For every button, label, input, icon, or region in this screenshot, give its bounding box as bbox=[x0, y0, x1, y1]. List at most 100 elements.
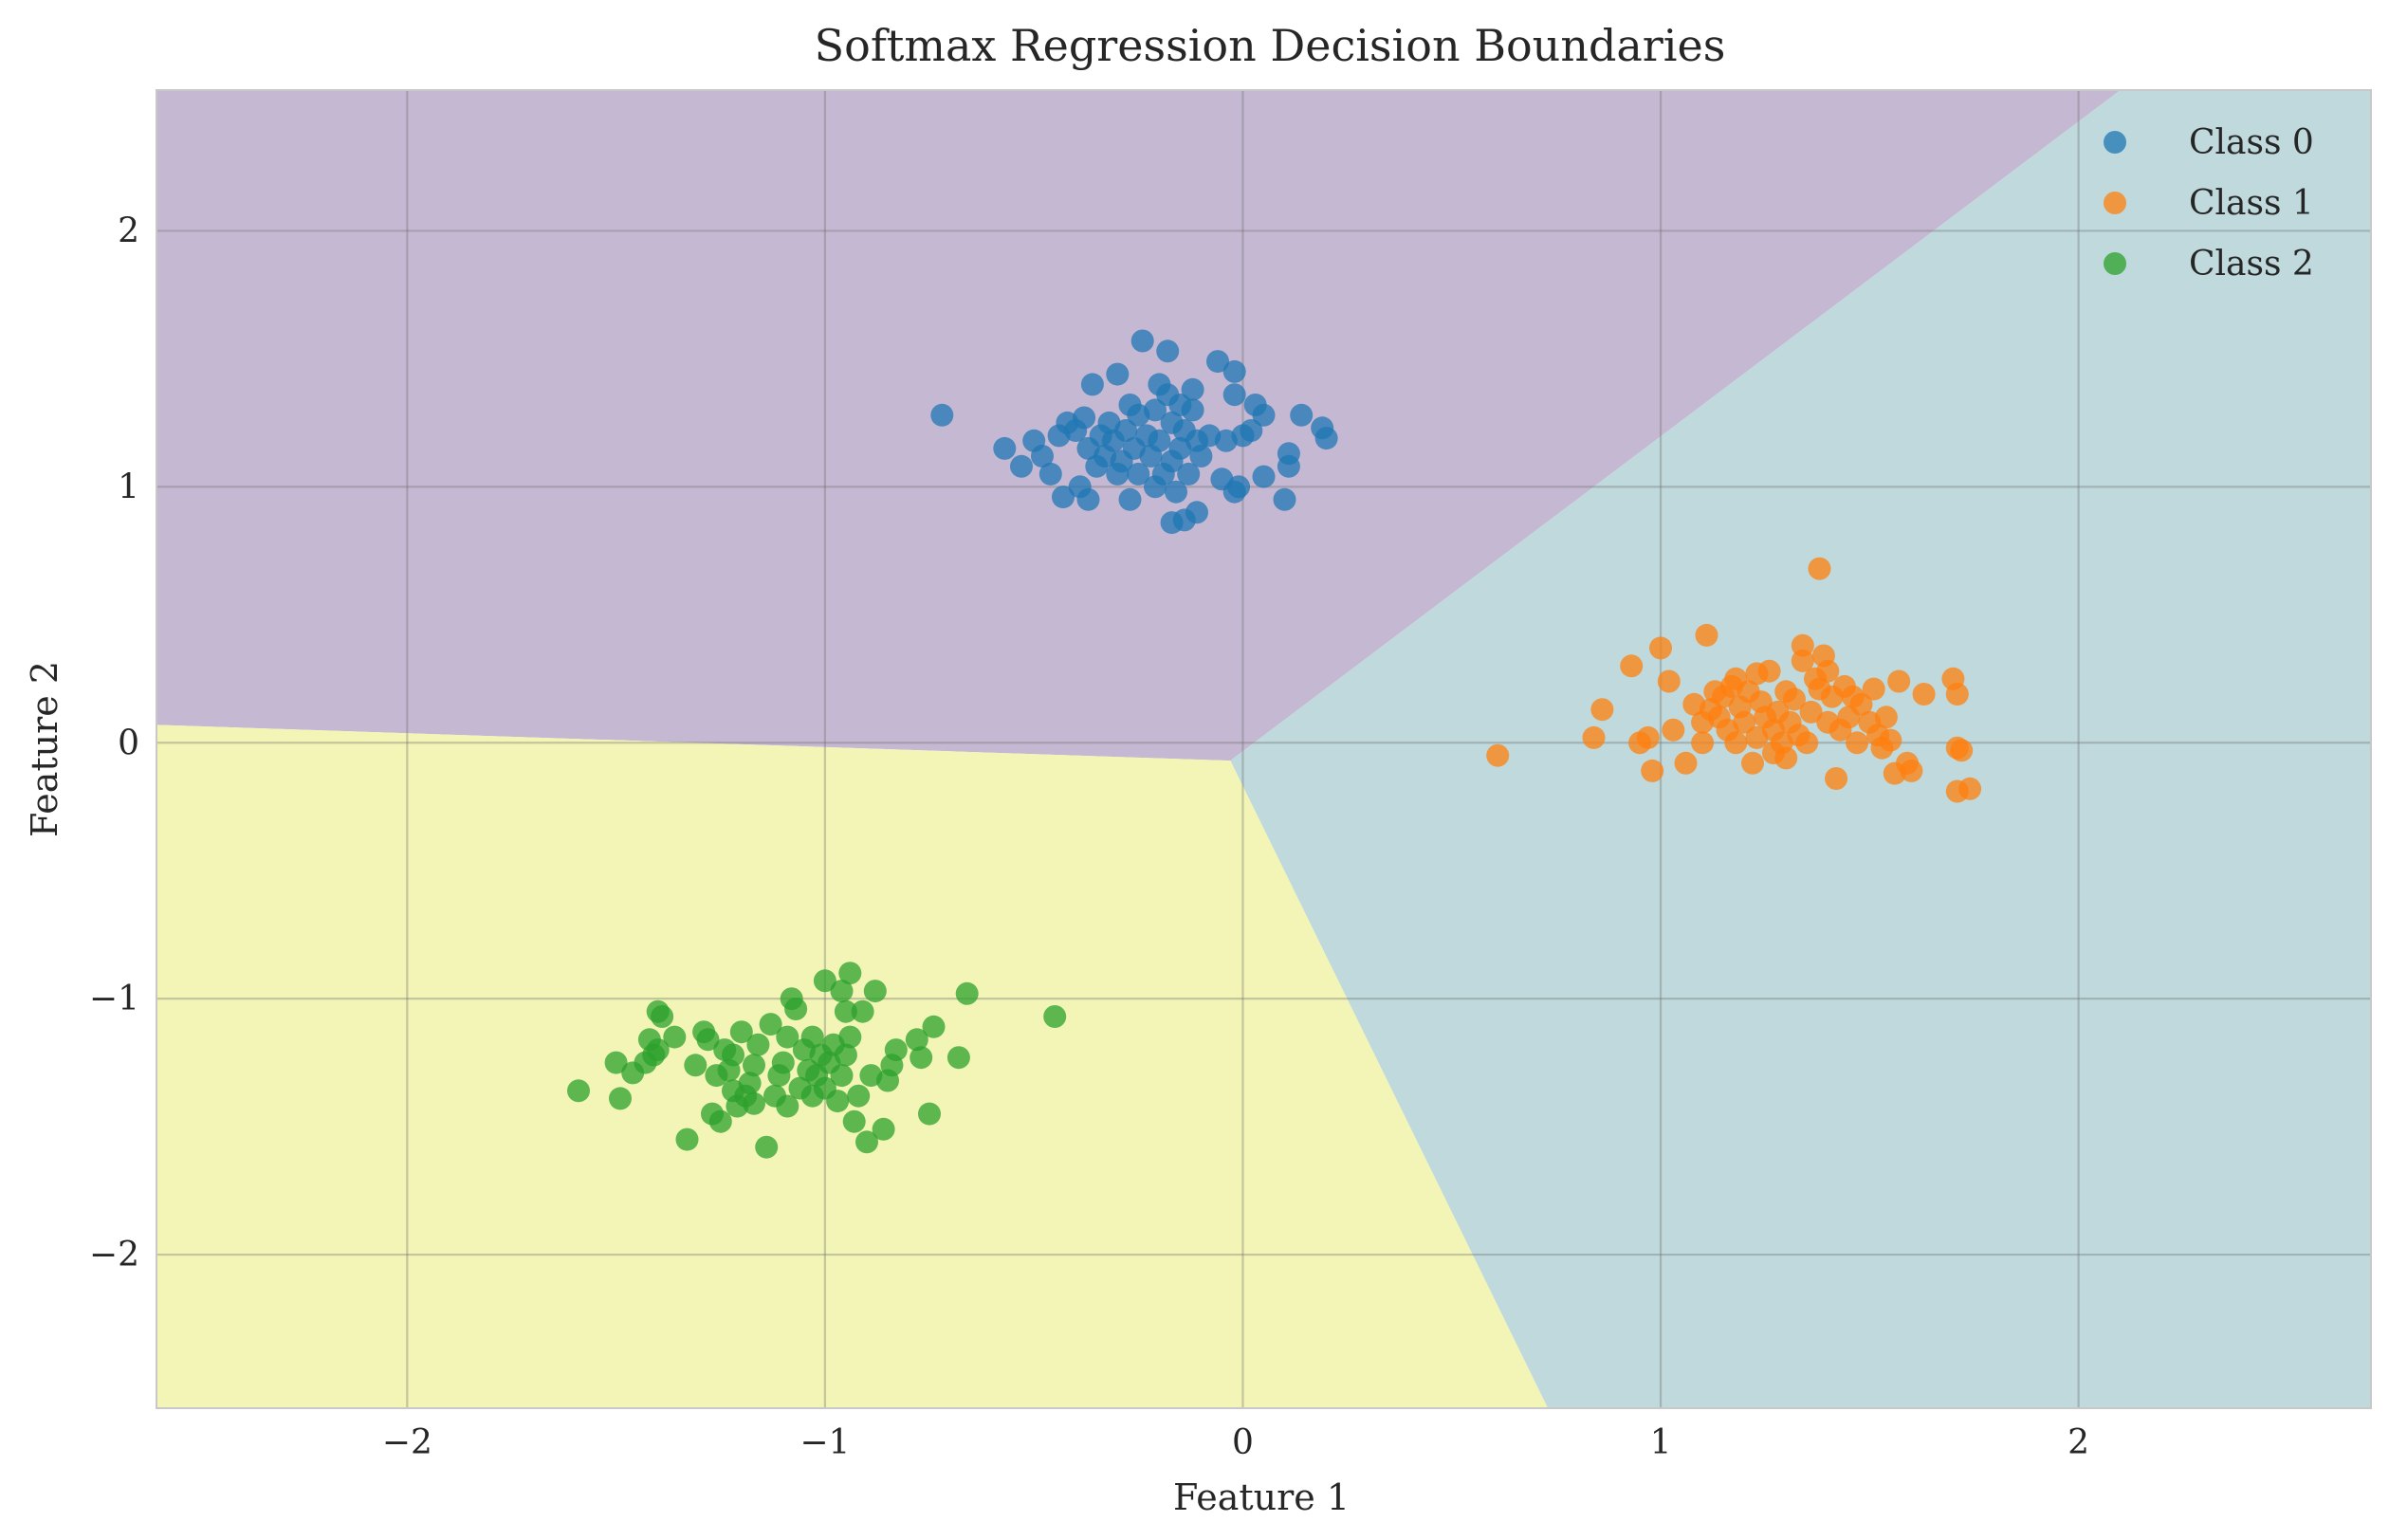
data-point-class-1 bbox=[1774, 746, 1798, 770]
data-point-class-1 bbox=[1825, 767, 1848, 790]
data-point-class-0 bbox=[1252, 403, 1276, 427]
legend-marker bbox=[2104, 192, 2126, 214]
data-point-class-0 bbox=[1273, 487, 1296, 511]
legend-label: Class 1 bbox=[2189, 184, 2314, 223]
data-point-class-2 bbox=[776, 1025, 799, 1049]
data-point-class-0 bbox=[1181, 377, 1204, 401]
data-point-class-2 bbox=[759, 1013, 782, 1036]
grid-lines bbox=[156, 90, 2371, 1408]
data-point-class-2 bbox=[743, 1091, 765, 1115]
data-point-class-1 bbox=[1879, 728, 1902, 752]
data-point-class-0 bbox=[1038, 462, 1062, 486]
data-point-class-0 bbox=[1177, 462, 1201, 486]
data-point-class-2 bbox=[663, 1025, 687, 1049]
data-point-class-1 bbox=[1862, 677, 1885, 701]
data-point-class-1 bbox=[1657, 669, 1681, 693]
data-point-class-0 bbox=[1222, 359, 1246, 383]
data-point-class-0 bbox=[1227, 475, 1251, 499]
data-point-class-1 bbox=[1733, 710, 1756, 734]
data-point-class-1 bbox=[1674, 751, 1698, 775]
data-point-class-0 bbox=[1206, 350, 1229, 374]
data-point-class-2 bbox=[884, 1038, 908, 1062]
data-point-class-1 bbox=[1590, 698, 1614, 722]
data-point-class-1 bbox=[1641, 759, 1664, 782]
data-point-class-2 bbox=[834, 1043, 857, 1067]
plot-area bbox=[156, 89, 2372, 1409]
data-point-class-2 bbox=[722, 1043, 744, 1067]
data-point-class-2 bbox=[675, 1128, 699, 1151]
data-point-class-2 bbox=[922, 1015, 946, 1038]
y-axis-label: Feature 2 bbox=[24, 661, 65, 837]
data-point-class-1 bbox=[1808, 557, 1831, 580]
data-point-class-2 bbox=[834, 999, 857, 1023]
data-point-class-2 bbox=[646, 1038, 670, 1062]
x-tick-label: 2 bbox=[2067, 1423, 2089, 1462]
data-point-class-2 bbox=[838, 962, 862, 985]
data-point-class-2 bbox=[955, 981, 979, 1005]
data-point-class-2 bbox=[651, 1005, 674, 1028]
x-tick-label: −2 bbox=[382, 1423, 432, 1462]
data-point-class-1 bbox=[1691, 731, 1715, 755]
data-point-class-1 bbox=[1783, 688, 1806, 711]
data-points bbox=[567, 329, 1982, 1159]
data-point-class-2 bbox=[708, 1109, 732, 1133]
data-point-class-1 bbox=[1958, 777, 1982, 800]
x-tick-label: −1 bbox=[799, 1423, 850, 1462]
data-point-class-2 bbox=[905, 1028, 928, 1052]
data-point-class-1 bbox=[1846, 731, 1869, 755]
data-point-class-2 bbox=[838, 1025, 862, 1049]
data-point-class-2 bbox=[851, 999, 874, 1023]
data-point-class-0 bbox=[1252, 465, 1276, 488]
data-point-class-2 bbox=[776, 1094, 799, 1118]
data-point-class-0 bbox=[1076, 487, 1100, 511]
x-axis-ticks: −2 −1 0 1 2 bbox=[382, 1423, 2089, 1462]
legend-marker bbox=[2104, 252, 2126, 275]
data-point-class-2 bbox=[946, 1046, 970, 1070]
data-point-class-1 bbox=[1900, 759, 1923, 782]
data-point-class-1 bbox=[1887, 669, 1911, 693]
data-point-class-1 bbox=[1874, 706, 1898, 729]
data-point-class-2 bbox=[830, 980, 854, 1003]
data-point-class-2 bbox=[863, 980, 887, 1003]
data-point-class-2 bbox=[1043, 1005, 1067, 1028]
data-point-class-0 bbox=[1165, 480, 1187, 504]
decision-regions bbox=[156, 90, 2371, 1408]
y-axis-ticks: −2 −1 0 1 2 bbox=[89, 211, 139, 1274]
data-point-class-0 bbox=[1240, 419, 1263, 442]
x-tick-label: 1 bbox=[1650, 1423, 1672, 1462]
legend-marker bbox=[2104, 131, 2126, 154]
decision-region-class-2 bbox=[156, 724, 1549, 1408]
series-class-0 bbox=[930, 329, 1338, 535]
data-point-class-1 bbox=[1950, 739, 1974, 762]
data-point-class-0 bbox=[1127, 462, 1150, 486]
data-point-class-0 bbox=[1148, 429, 1171, 452]
data-point-class-0 bbox=[1114, 419, 1138, 442]
data-point-class-1 bbox=[1620, 654, 1644, 678]
data-point-class-2 bbox=[729, 1020, 753, 1044]
data-point-class-2 bbox=[609, 1087, 632, 1110]
data-point-class-0 bbox=[1181, 398, 1204, 422]
legend-item-class-2: Class 2 bbox=[2104, 245, 2314, 284]
data-point-class-1 bbox=[1741, 751, 1764, 775]
data-point-class-1 bbox=[1791, 633, 1814, 657]
y-tick-label: 1 bbox=[118, 468, 139, 506]
data-point-class-0 bbox=[1185, 501, 1208, 524]
data-point-class-0 bbox=[1130, 329, 1154, 353]
chart-title: Softmax Regression Decision Boundaries bbox=[815, 20, 1726, 71]
data-point-class-0 bbox=[993, 436, 1017, 460]
legend-label: Class 0 bbox=[2189, 123, 2314, 162]
data-point-class-2 bbox=[910, 1046, 933, 1070]
y-tick-label: 0 bbox=[118, 724, 139, 762]
legend-label: Class 2 bbox=[2189, 245, 2314, 284]
data-point-class-1 bbox=[1724, 731, 1748, 755]
legend-item-class-1: Class 1 bbox=[2104, 184, 2314, 223]
data-point-class-2 bbox=[746, 1033, 770, 1056]
data-point-class-2 bbox=[743, 1054, 765, 1077]
data-point-class-2 bbox=[771, 1051, 795, 1074]
data-point-class-0 bbox=[1052, 486, 1075, 509]
data-point-class-1 bbox=[1649, 636, 1672, 660]
data-point-class-0 bbox=[1118, 487, 1142, 511]
x-axis-label: Feature 1 bbox=[1173, 1476, 1350, 1518]
data-point-class-2 bbox=[738, 1072, 762, 1095]
